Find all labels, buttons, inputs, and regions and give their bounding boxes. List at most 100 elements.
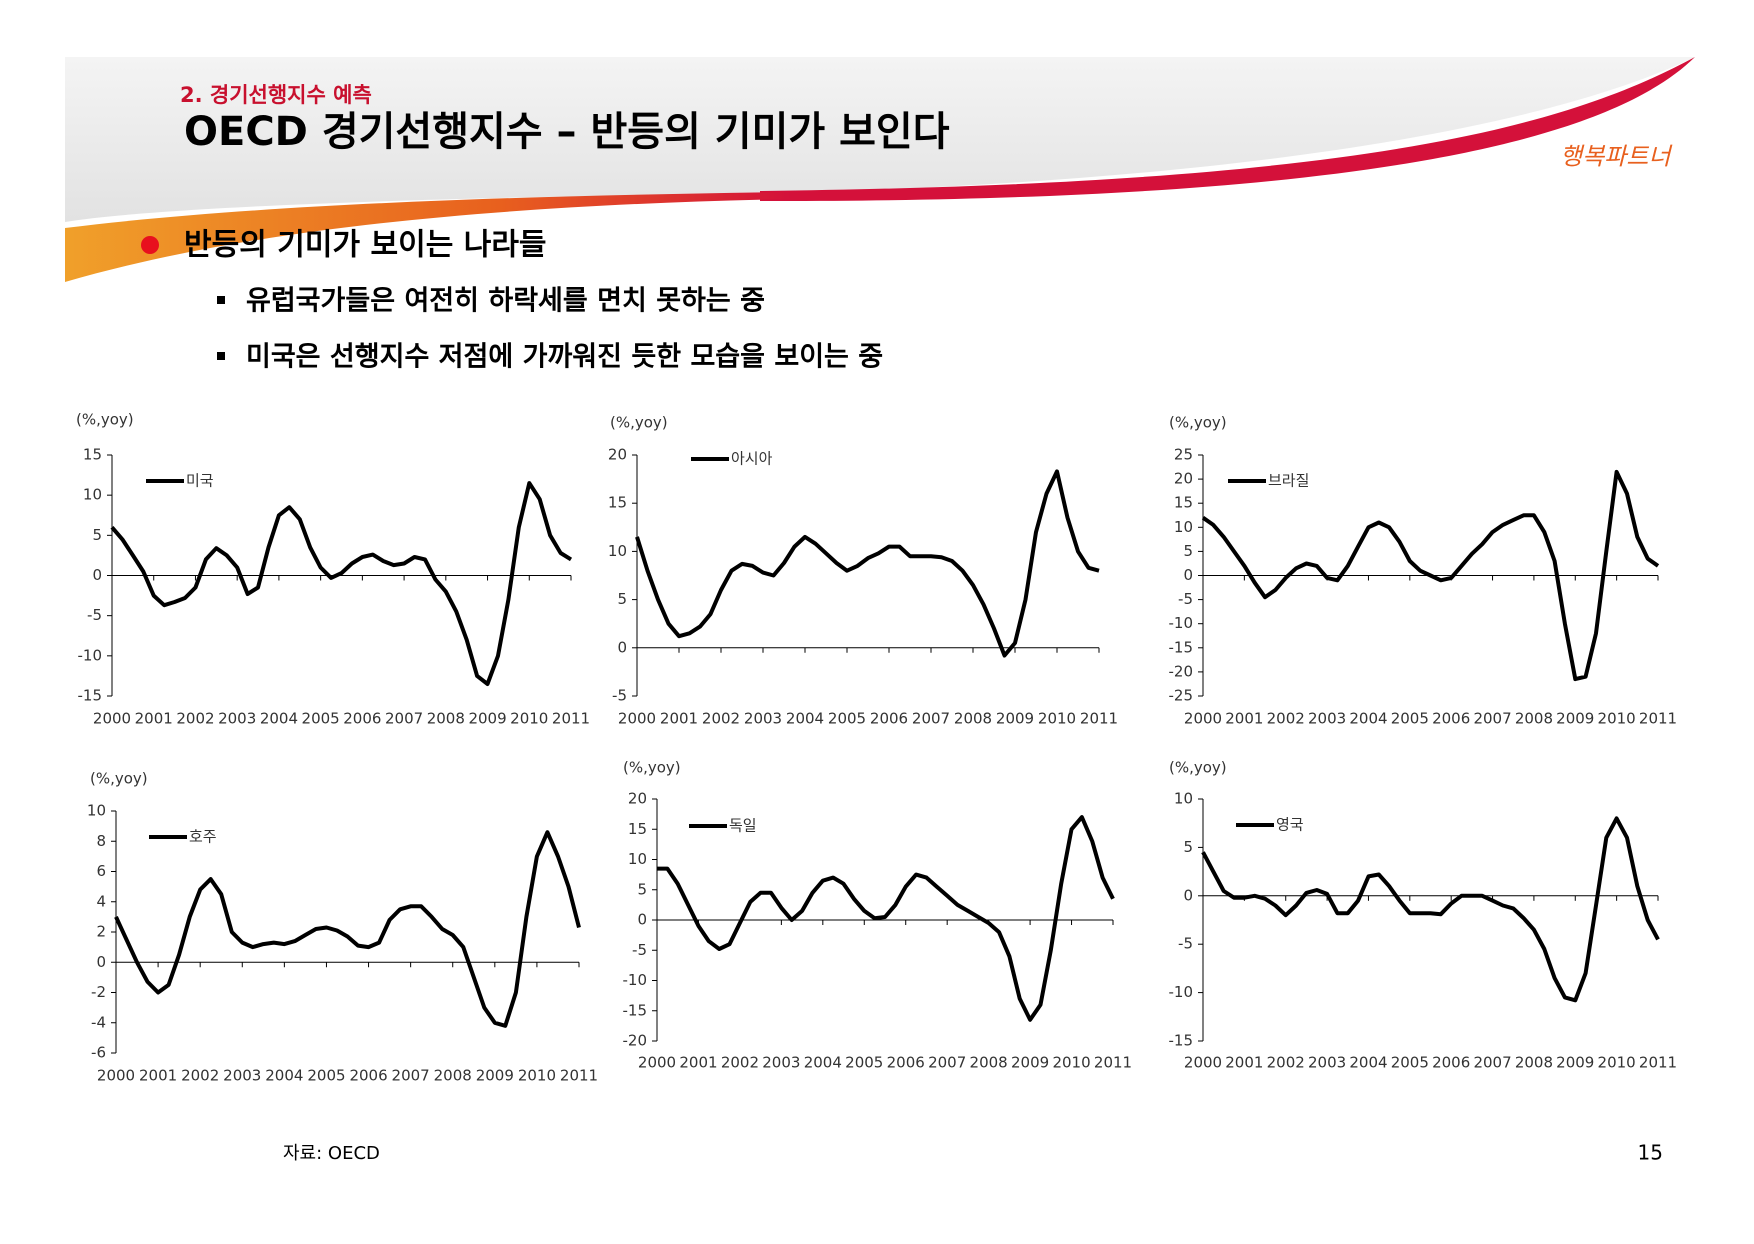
- x-tick-label: 2003: [744, 710, 782, 728]
- x-tick-label: 2002: [1267, 710, 1305, 728]
- x-tick-label: 2005: [845, 1054, 883, 1072]
- y-tick-label: 5: [637, 880, 647, 898]
- x-tick-label: 2001: [660, 710, 698, 728]
- y-tick-label: 25: [1174, 446, 1193, 464]
- x-tick-label: 2011: [1080, 710, 1118, 728]
- x-tick-label: 2010: [1598, 1054, 1636, 1072]
- y-tick-label: -5: [612, 687, 627, 705]
- x-tick-label: 2009: [1011, 1054, 1049, 1072]
- y-tick-label: -15: [623, 1001, 648, 1019]
- x-tick-label: 2009: [476, 1067, 514, 1085]
- y-tick-label: 10: [1174, 790, 1193, 808]
- x-tick-label: 2008: [434, 1067, 472, 1085]
- y-tick-label: 10: [628, 850, 647, 868]
- x-tick-label: 2006: [343, 710, 381, 728]
- x-tick-label: 2008: [970, 1054, 1008, 1072]
- x-tick-label: 2008: [954, 710, 992, 728]
- y-tick-label: -5: [1178, 935, 1193, 953]
- legend-label: 영국: [1276, 816, 1304, 834]
- x-tick-label: 2011: [1639, 710, 1677, 728]
- header-swoosh: [760, 57, 1695, 202]
- legend-label: 아시아: [731, 450, 773, 468]
- y-tick-label: 20: [1174, 470, 1193, 488]
- y-tick-label: 10: [608, 542, 627, 560]
- x-tick-label: 2009: [1556, 1054, 1594, 1072]
- x-tick-label: 2006: [1432, 1054, 1470, 1072]
- x-tick-label: 2000: [93, 710, 131, 728]
- x-tick-label: 2008: [1515, 710, 1553, 728]
- bullet-main: 반등의 기미가 보이는 나라들: [184, 228, 547, 263]
- bullet-item: 미국은 선행지수 저점에 가까워진 듯한 모습을 보이는 중: [246, 342, 883, 373]
- y-axis-label: (%,yoy): [623, 759, 681, 777]
- legend-label: 호주: [189, 828, 217, 846]
- x-tick-label: 2002: [702, 710, 740, 728]
- y-tick-label: 0: [1183, 566, 1193, 584]
- data-line: [635, 469, 1100, 658]
- y-tick-label: -5: [1178, 590, 1193, 608]
- x-tick-label: 2004: [265, 1067, 303, 1085]
- y-tick-label: 15: [628, 820, 647, 838]
- bullet-item: 유럽국가들은 여전히 하락세를 면치 못하는 중: [246, 286, 765, 317]
- x-tick-label: 2007: [1473, 1054, 1511, 1072]
- x-tick-label: 2000: [1184, 1054, 1222, 1072]
- x-tick-label: 2006: [870, 710, 908, 728]
- data-line: [114, 830, 581, 1028]
- y-tick-label: -15: [1169, 638, 1194, 656]
- y-tick-label: -10: [78, 646, 103, 664]
- header-band: [65, 57, 1695, 222]
- y-tick-label: 0: [1183, 886, 1193, 904]
- y-axis-label: (%,yoy): [1169, 414, 1227, 432]
- x-tick-label: 2010: [1038, 710, 1076, 728]
- x-tick-label: 2005: [1391, 1054, 1429, 1072]
- x-tick-label: 2004: [804, 1054, 842, 1072]
- x-tick-label: 2005: [1391, 710, 1429, 728]
- x-tick-label: 2007: [392, 1067, 430, 1085]
- x-tick-label: 2002: [176, 710, 214, 728]
- x-tick-label: 2011: [560, 1067, 598, 1085]
- y-tick-label: 2: [96, 923, 106, 941]
- y-tick-label: 8: [96, 832, 106, 850]
- x-tick-label: 2003: [1308, 1054, 1346, 1072]
- x-tick-label: 2010: [518, 1067, 556, 1085]
- data-line: [657, 815, 1115, 1022]
- legend-label: 브라질: [1268, 472, 1309, 490]
- y-tick-label: 15: [608, 494, 627, 512]
- y-tick-label: 10: [87, 802, 106, 820]
- x-tick-label: 2007: [928, 1054, 966, 1072]
- x-tick-label: 2010: [510, 710, 548, 728]
- y-tick-label: -20: [1169, 662, 1194, 680]
- y-tick-label: -4: [91, 1013, 106, 1031]
- y-tick-label: -15: [78, 687, 103, 705]
- x-tick-label: 2011: [552, 710, 590, 728]
- x-tick-label: 2009: [468, 710, 506, 728]
- x-tick-label: 2009: [996, 710, 1034, 728]
- x-tick-label: 2001: [1225, 1054, 1263, 1072]
- x-tick-label: 2007: [385, 710, 423, 728]
- x-tick-label: 2011: [1094, 1054, 1132, 1072]
- x-tick-label: 2005: [828, 710, 866, 728]
- bullet-dot: [141, 236, 159, 254]
- y-tick-label: -10: [623, 971, 648, 989]
- y-tick-label: -10: [1169, 983, 1194, 1001]
- bullet-square: [217, 352, 225, 360]
- x-tick-label: 2004: [786, 710, 824, 728]
- y-axis-label: (%,yoy): [90, 770, 148, 788]
- x-tick-label: 2008: [1515, 1054, 1553, 1072]
- x-tick-label: 2003: [223, 1067, 261, 1085]
- x-tick-label: 2006: [349, 1067, 387, 1085]
- header-swoosh: [65, 192, 790, 282]
- x-tick-label: 2000: [97, 1067, 135, 1085]
- x-tick-label: 2005: [302, 710, 340, 728]
- x-tick-label: 2003: [1308, 710, 1346, 728]
- page-number: 15: [1638, 1141, 1663, 1165]
- bullet-square: [217, 296, 225, 304]
- x-tick-label: 2004: [1349, 1054, 1387, 1072]
- y-tick-label: 6: [96, 862, 106, 880]
- y-tick-label: 0: [92, 566, 102, 584]
- y-tick-label: 5: [1183, 838, 1193, 856]
- x-tick-label: 2002: [181, 1067, 219, 1085]
- y-axis-label: (%,yoy): [76, 411, 134, 429]
- x-tick-label: 2010: [1052, 1054, 1090, 1072]
